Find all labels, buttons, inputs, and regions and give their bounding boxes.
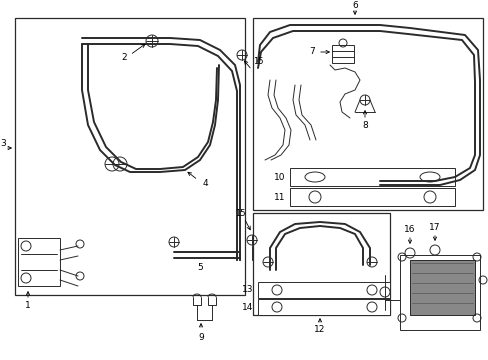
Text: 11: 11 (273, 193, 285, 202)
Bar (252, 18, 482, 210)
Text: 13: 13 (241, 285, 252, 294)
Text: 6: 6 (351, 0, 357, 9)
Text: 12: 12 (314, 325, 325, 334)
Text: 5: 5 (197, 264, 203, 273)
Text: 7: 7 (308, 48, 314, 57)
Bar (252, 213, 389, 315)
Text: 4: 4 (202, 179, 207, 188)
Text: 15: 15 (252, 58, 263, 67)
Bar (18, 238, 60, 286)
Text: 9: 9 (198, 333, 203, 342)
Bar (331, 45, 353, 63)
Text: 3: 3 (0, 139, 6, 148)
Bar (258, 299, 389, 315)
Bar (258, 282, 389, 298)
Text: 17: 17 (428, 224, 440, 233)
Text: 16: 16 (404, 225, 415, 234)
Text: 15: 15 (234, 208, 245, 217)
Bar (289, 168, 454, 186)
Text: 2: 2 (121, 54, 126, 63)
Bar (289, 188, 454, 206)
Text: 8: 8 (362, 122, 367, 130)
Bar (409, 260, 474, 315)
Bar (15, 18, 244, 295)
Bar (399, 255, 479, 330)
Text: 1: 1 (25, 302, 31, 310)
Text: 10: 10 (273, 172, 285, 181)
Text: 14: 14 (241, 302, 252, 311)
